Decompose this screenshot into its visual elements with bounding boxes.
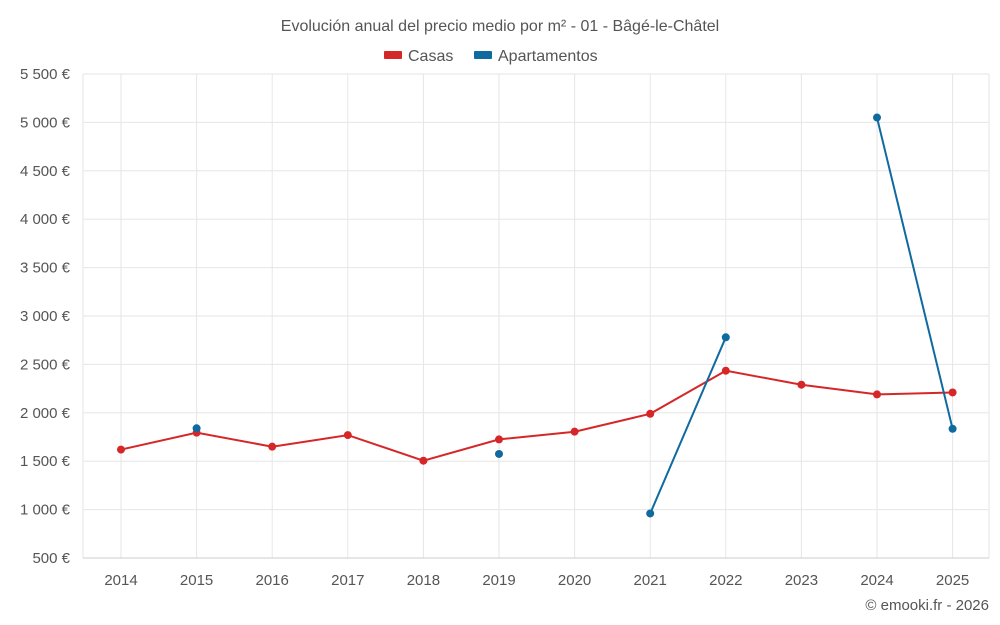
series-line-casas — [120, 369, 953, 462]
data-point-apartamentos — [192, 424, 201, 433]
chart-title: Evolución anual del precio medio por m² … — [281, 18, 719, 35]
y-axis: 500 € 1 000 € 1 500 € 2 000 € 2 500 € 3 000 €… — [20, 66, 71, 567]
data-point-casas — [419, 456, 428, 465]
x-tick-label: 2020 — [558, 572, 591, 589]
legend-label-apartamentos: Apartamentos — [498, 48, 598, 65]
data-point-apartamentos — [721, 333, 730, 342]
data-point-apartamentos — [646, 509, 655, 518]
x-tick-label: 2025 — [936, 572, 969, 589]
data-point-apartamentos — [948, 424, 957, 433]
data-point-casas — [268, 442, 277, 451]
x-tick-label: 2023 — [785, 572, 818, 589]
x-tick-label: 2015 — [180, 572, 213, 589]
series-group — [117, 113, 957, 518]
legend-swatch-casas — [384, 51, 402, 59]
data-point-casas — [646, 409, 655, 418]
legend: Casas Apartamentos — [384, 48, 598, 65]
data-point-casas — [797, 380, 806, 389]
y-tick-label: 3 000 € — [20, 308, 71, 325]
y-tick-label: 4 500 € — [20, 163, 71, 180]
x-tick-label: 2019 — [482, 572, 515, 589]
data-point-casas — [948, 388, 957, 397]
x-tick-label: 2024 — [860, 572, 893, 589]
x-tick-label: 2021 — [634, 572, 667, 589]
x-tick-label: 2016 — [256, 572, 289, 589]
data-point-apartamentos — [495, 449, 503, 458]
x-tick-label: 2017 — [331, 572, 364, 589]
y-tick-label: 2 500 € — [20, 356, 71, 373]
y-tick-label: 1 000 € — [20, 502, 71, 519]
data-point-casas — [495, 435, 503, 444]
x-tick-label: 2018 — [407, 572, 440, 589]
y-tick-label: 500 € — [32, 550, 70, 567]
legend-swatch-apartamentos — [474, 51, 492, 59]
credit-text: © emooki.fr - 2026 — [865, 597, 989, 614]
x-tick-label: 2014 — [104, 572, 137, 589]
x-axis: 2014 2015 2016 2017 2018 2019 2020 2021 2022 2023… — [83, 557, 989, 589]
series-line-apartamentos — [649, 117, 954, 514]
y-tick-label: 1 500 € — [20, 453, 71, 470]
x-tick-label: 2022 — [709, 572, 742, 589]
legend-label-casas: Casas — [408, 48, 453, 65]
data-point-apartamentos — [873, 113, 881, 122]
data-point-casas — [570, 427, 579, 436]
y-tick-label: 4 000 € — [20, 211, 71, 228]
data-point-casas — [873, 390, 881, 399]
y-tick-label: 5 500 € — [20, 66, 71, 83]
data-point-casas — [721, 366, 730, 375]
y-tick-label: 3 500 € — [20, 260, 71, 277]
data-point-casas — [117, 445, 125, 454]
grid — [82, 73, 990, 559]
y-tick-label: 2 000 € — [20, 405, 71, 422]
data-point-casas — [343, 431, 352, 440]
y-tick-label: 5 000 € — [20, 114, 71, 131]
